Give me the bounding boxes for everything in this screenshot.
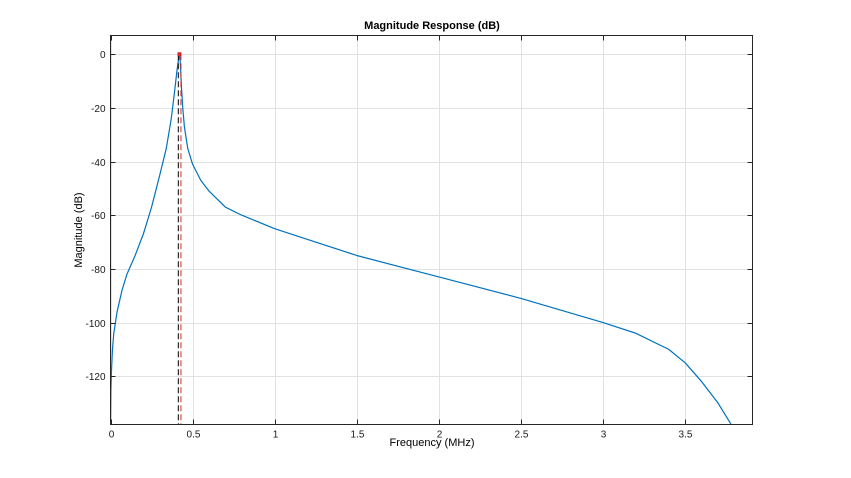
y-tick-label: -80 (91, 265, 106, 276)
peak-marker (177, 52, 182, 57)
x-tick-label: 0 (109, 430, 115, 441)
magnitude-curve (110, 53, 732, 425)
y-tick-label: -100 (85, 319, 105, 330)
x-tick-label: 3 (601, 430, 607, 441)
x-axis-label: Frequency (MHz) (390, 437, 475, 449)
y-tick-label: 0 (100, 50, 106, 61)
axis-ticks: 0 0.5 1 1.5 2 2.5 3 3.5 0 -20 -40 -60 -80 -100 -120 (85, 35, 753, 441)
y-tick-label: -60 (91, 211, 106, 222)
x-tick-label: 0.5 (187, 430, 201, 441)
x-tick-label: 1.5 (351, 430, 365, 441)
y-tick-label: -40 (91, 158, 106, 169)
axes-frame (110, 35, 753, 425)
y-tick-label: -20 (91, 104, 106, 115)
y-tick-label: -120 (85, 372, 105, 383)
x-tick-label: 2 (437, 430, 443, 441)
chart-title: Magnitude Response (dB) (364, 20, 500, 32)
y-axis-label: Magnitude (dB) (73, 192, 85, 267)
x-tick-label: 2.5 (515, 430, 529, 441)
x-tick-label: 3.5 (679, 430, 693, 441)
grid (110, 35, 753, 425)
plot-area (110, 52, 732, 425)
x-tick-label: 1 (273, 430, 279, 441)
